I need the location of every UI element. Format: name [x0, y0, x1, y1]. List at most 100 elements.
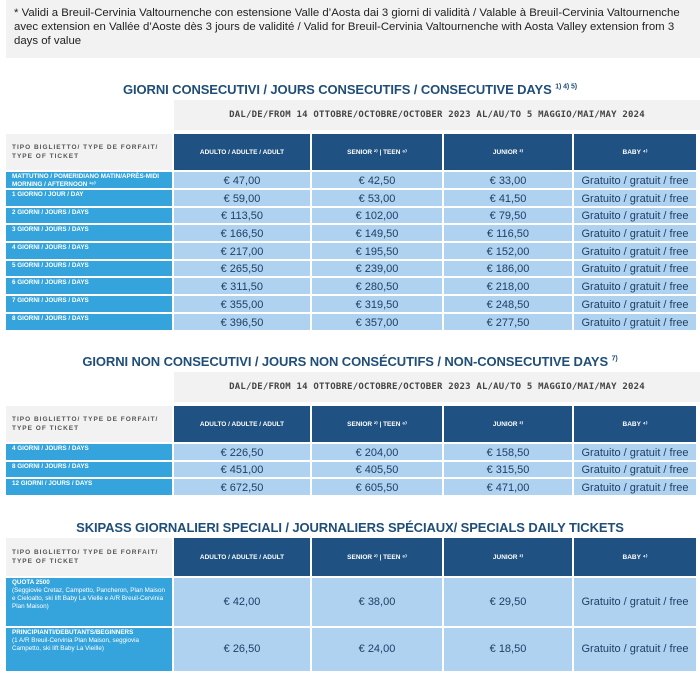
price-junior: € 18,50 — [444, 628, 572, 671]
price-baby: Gratuito / gratuit / free — [574, 207, 696, 224]
section-title-footnote: 7) — [611, 355, 618, 363]
price-senior: € 24,00 — [312, 628, 442, 671]
price-senior: € 42,50 — [312, 172, 442, 188]
table-row: 6 GIORNI / JOURS / DAYS € 311,50 € 280,50 €… — [6, 278, 696, 295]
price-junior: € 218,00 — [444, 278, 572, 295]
table-row: 8 GIORNI / JOURS / DAYS € 396,50 € 357,00 €… — [6, 313, 696, 330]
price-adult: € 265,50 — [174, 260, 310, 277]
price-adult: € 672,50 — [174, 479, 310, 495]
header-adult: ADULTO / ADULTE / ADULT — [174, 134, 310, 170]
table-header-row: TIPO BIGLIETTO/ TYPE DE FORFAIT/ TYPE OF… — [6, 134, 696, 170]
ticket-type-cell: 3 GIORNI / JOURS / DAYS — [6, 225, 172, 242]
table-row: PRINCIPIANTI/DEBUTANTS/BEGINNERS (1 A/R B… — [6, 628, 696, 671]
price-junior: € 186,00 — [444, 260, 572, 277]
ticket-type-label: 4 GIORNI / JOURS / DAYS — [12, 244, 89, 252]
price-junior: € 79,50 — [444, 207, 572, 224]
ticket-type-cell: 4 GIORNI / JOURS / DAYS — [6, 444, 172, 460]
price-baby: Gratuito / gratuit / free — [574, 172, 696, 188]
price-senior: € 357,00 — [312, 313, 442, 330]
validity-date-range: DAL/DE/FROM 14 OTTOBRE/OCTOBRE/OCTOBER 2… — [174, 100, 700, 130]
section-title-footnote: 1) 4) 5) — [555, 83, 577, 91]
ticket-type-label: 8 GIORNI / JOURS / DAYS — [12, 462, 89, 470]
ticket-type-label: 6 GIORNI / JOURS / DAYS — [12, 279, 89, 287]
table-row: 8 GIORNI / JOURS / DAYS € 451,00 € 405,50 €… — [6, 461, 696, 477]
ticket-type-cell: MATTUTINO / POMERIDIANO MATIN/APRÈS-MIDI… — [6, 172, 172, 188]
header-baby: BABY ⁴⁾ — [574, 134, 696, 170]
price-senior: € 102,00 — [312, 207, 442, 224]
price-baby: Gratuito / gratuit / free — [574, 578, 696, 626]
price-baby: Gratuito / gratuit / free — [574, 190, 696, 206]
price-senior: € 53,00 — [312, 190, 442, 206]
price-adult: € 311,50 — [174, 278, 310, 295]
section-title: GIORNI NON CONSECUTIVI / JOURS NON CONSÉ… — [0, 354, 700, 369]
price-adult: € 26,50 — [174, 628, 310, 671]
price-baby: Gratuito / gratuit / free — [574, 444, 696, 460]
ticket-type-cell: PRINCIPIANTI/DEBUTANTS/BEGINNERS (1 A/R B… — [6, 628, 172, 671]
ticket-type-cell: 8 GIORNI / JOURS / DAYS — [6, 461, 172, 477]
header-junior: JUNIOR ³⁾ — [444, 538, 572, 576]
price-senior: € 149,50 — [312, 225, 442, 242]
section-title-text: GIORNI CONSECUTIVI / JOURS CONSECUTIFS /… — [123, 82, 552, 97]
price-senior: € 195,50 — [312, 243, 442, 259]
table-header-row: TIPO BIGLIETTO/ TYPE DE FORFAIT/ TYPE OF… — [6, 406, 696, 442]
header-adult: ADULTO / ADULTE / ADULT — [174, 406, 310, 442]
price-baby: Gratuito / gratuit / free — [574, 461, 696, 477]
price-adult: € 451,00 — [174, 461, 310, 477]
price-baby: Gratuito / gratuit / free — [574, 296, 696, 312]
price-adult: € 226,50 — [174, 444, 310, 460]
price-adult: € 166,50 — [174, 225, 310, 242]
price-baby: Gratuito / gratuit / free — [574, 628, 696, 671]
price-adult: € 47,00 — [174, 172, 310, 188]
price-adult: € 113,50 — [174, 207, 310, 224]
price-table: TIPO BIGLIETTO/ TYPE DE FORFAIT/ TYPE OF… — [6, 134, 696, 330]
ticket-type-label: 5 GIORNI / JOURS / DAYS — [12, 261, 89, 269]
price-junior: € 29,50 — [444, 578, 572, 626]
price-table: TIPO BIGLIETTO/ TYPE DE FORFAIT/ TYPE OF… — [6, 406, 696, 495]
table-row: MATTUTINO / POMERIDIANO MATIN/APRÈS-MIDI… — [6, 172, 696, 188]
ticket-type-label: 2 GIORNI / JOURS / DAYS — [12, 208, 89, 216]
ticket-type-cell: 8 GIORNI / JOURS / DAYS — [6, 313, 172, 330]
header-senior: SENIOR ²⁾ | TEEN ⁶⁾ — [312, 406, 442, 442]
price-baby: Gratuito / gratuit / free — [574, 313, 696, 330]
price-junior: € 471,00 — [444, 479, 572, 495]
table-row: 2 GIORNI / JOURS / DAYS € 113,50 € 102,00 €… — [6, 207, 696, 224]
ticket-type-label: 4 GIORNI / JOURS / DAYS — [12, 445, 89, 452]
section-title-text: GIORNI NON CONSECUTIVI / JOURS NON CONSÉ… — [82, 354, 609, 369]
ticket-type-label: 1 GIORNO / JOUR / DAY — [12, 191, 84, 198]
ticket-type-description: (1 A/R Breuil-Cervinia Plan Maison, segg… — [12, 637, 140, 652]
header-ticket-type: TIPO BIGLIETTO/ TYPE DE FORFAIT/ TYPE OF… — [6, 134, 172, 170]
ticket-type-cell: QUOTA 2500 (Seggiovie Cretaz, Campetto, P… — [6, 578, 172, 626]
price-table: TIPO BIGLIETTO/ TYPE DE FORFAIT/ TYPE OF… — [6, 538, 696, 671]
header-ticket-type: TIPO BIGLIETTO/ TYPE DE FORFAIT/ TYPE OF… — [6, 406, 172, 442]
price-senior: € 38,00 — [312, 578, 442, 626]
price-baby: Gratuito / gratuit / free — [574, 260, 696, 277]
price-adult: € 217,00 — [174, 243, 310, 259]
ticket-type-label: QUOTA 2500 — [12, 579, 50, 586]
header-senior: SENIOR ²⁾ | TEEN ⁶⁾ — [312, 134, 442, 170]
header-baby: BABY ⁴⁾ — [574, 406, 696, 442]
table-row: 4 GIORNI / JOURS / DAYS € 217,00 € 195,50 €… — [6, 243, 696, 259]
price-senior: € 204,00 — [312, 444, 442, 460]
ticket-type-cell: 4 GIORNI / JOURS / DAYS — [6, 243, 172, 259]
price-senior: € 405,50 — [312, 461, 442, 477]
ticket-type-cell: 7 GIORNI / JOURS / DAYS — [6, 296, 172, 312]
section-title-text: SKIPASS GIORNALIERI SPECIALI / JOURNALIE… — [76, 520, 624, 535]
ticket-type-cell: 6 GIORNI / JOURS / DAYS — [6, 278, 172, 295]
price-senior: € 319,50 — [312, 296, 442, 312]
price-junior: € 248,50 — [444, 296, 572, 312]
ticket-type-cell: 5 GIORNI / JOURS / DAYS — [6, 260, 172, 277]
table-header-row: TIPO BIGLIETTO/ TYPE DE FORFAIT/ TYPE OF… — [6, 538, 696, 576]
header-junior: JUNIOR ³⁾ — [444, 406, 572, 442]
section-title: SKIPASS GIORNALIERI SPECIALI / JOURNALIE… — [0, 520, 700, 535]
section-title: GIORNI CONSECUTIVI / JOURS CONSECUTIFS /… — [0, 82, 700, 97]
table-row: 7 GIORNI / JOURS / DAYS € 355,00 € 319,50 €… — [6, 296, 696, 312]
price-adult: € 59,00 — [174, 190, 310, 206]
price-baby: Gratuito / gratuit / free — [574, 278, 696, 295]
price-junior: € 315,50 — [444, 461, 572, 477]
header-junior: JUNIOR ³⁾ — [444, 134, 572, 170]
price-junior: € 33,00 — [444, 172, 572, 188]
price-baby: Gratuito / gratuit / free — [574, 225, 696, 242]
price-adult: € 396,50 — [174, 313, 310, 330]
header-senior: SENIOR ²⁾ | TEEN ⁶⁾ — [312, 538, 442, 576]
price-adult: € 42,00 — [174, 578, 310, 626]
